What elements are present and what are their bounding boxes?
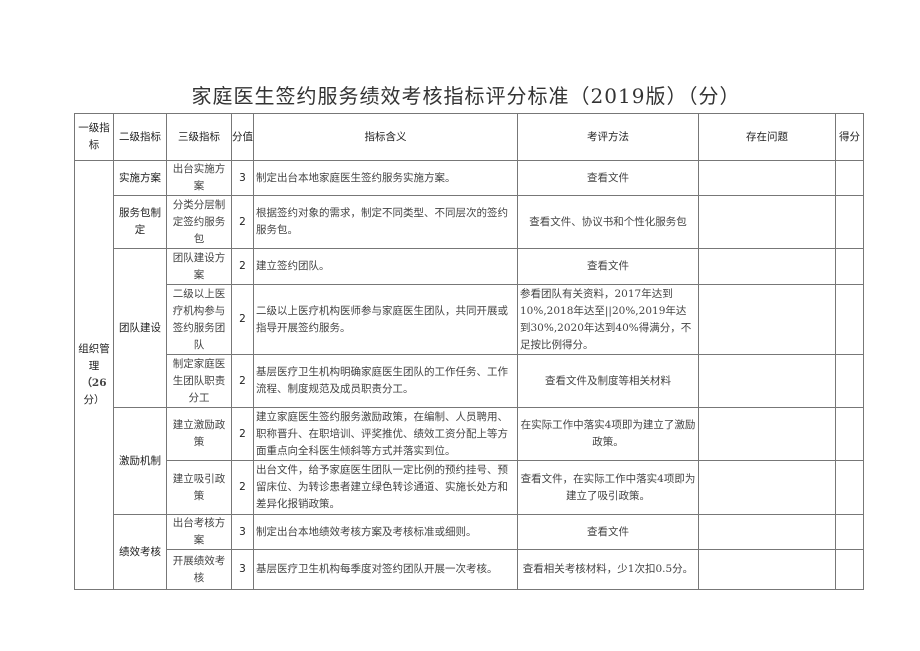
page-title: 家庭医生签约服务绩效考核指标评分标准（2019版）（分） xyxy=(191,84,741,108)
score-cell: 2 xyxy=(231,195,254,249)
points-cell[interactable] xyxy=(835,354,864,408)
level3-cell: 团队建设方案 xyxy=(166,248,232,285)
score-cell: 3 xyxy=(231,514,254,550)
meaning-cell: 基层医疗卫生机构每季度对签约团队开展一次考核。 xyxy=(253,549,518,590)
score-cell: 2 xyxy=(231,460,254,515)
level3-cell: 出台实施方案 xyxy=(166,160,232,196)
header-level3: 三级指标 xyxy=(166,113,232,161)
table-row: 组织管理 （26 分） 实施方案 出台实施方案 3 制定出台本地家庭医生签约服务实施方案。查… xyxy=(74,160,864,590)
level3-cell: 制定家庭医生团队职责分工 xyxy=(166,354,232,408)
points-cell[interactable] xyxy=(835,284,864,355)
points-cell[interactable] xyxy=(835,160,864,196)
level3-cell: 建立激励政策 xyxy=(166,407,232,461)
score-cell: 2 xyxy=(231,354,254,408)
method-cell: 在实际工作中落实4项即为建立了激励政策。 xyxy=(517,407,699,461)
table-row: 建立吸引政策 2 出台文件，给予家庭医生团队一定比例的预约挂号、预留床位、为转诊患者… xyxy=(75,460,864,515)
issues-cell[interactable] xyxy=(698,407,836,461)
points-cell[interactable] xyxy=(835,195,864,249)
issues-cell[interactable] xyxy=(698,195,836,249)
header-level2: 二级指标 xyxy=(113,113,167,161)
method-cell: 查看相关考核材料，少1次扣0.5分。 xyxy=(517,549,699,590)
issues-cell[interactable] xyxy=(698,160,836,196)
level3-cell: 二级以上医疗机构参与签约服务团队 xyxy=(166,284,232,355)
level2-cell: 激励机制 xyxy=(113,407,167,515)
level1-cell: 组织管理 （26 分） xyxy=(74,160,114,590)
meaning-cell: 二级以上医疗机构医师参与家庭医生团队，共同开展或指导开展签约服务。 xyxy=(253,284,518,355)
score-cell: 2 xyxy=(231,248,254,285)
method-cell: 查看文件，在实际工作中落实4项即为建立了吸引政策。 xyxy=(517,460,699,515)
method-cell: 参看团队有关资料，2017年达到10%,2018年达至||20%,2019年达到… xyxy=(517,284,699,355)
table-row: 团队建设 团队建设方案 2 建立签约团队。 查看文件 xyxy=(75,248,864,408)
points-cell[interactable] xyxy=(835,460,864,515)
level3-cell: 出台考核方案 xyxy=(166,514,232,550)
meaning-cell: 根据签约对象的需求，制定不同类型、不同层次的签约服务包。 xyxy=(253,195,518,249)
scoring-table: 一级指标 二级指标 三级指标 分值 指标含义 考评方法 存在问题 得分 组织管理… xyxy=(74,113,864,590)
header-score: 分值 xyxy=(231,113,254,161)
table-row: 激励机制 建立激励政策 2 建立家庭医生签约服务激励政策，在编制、人员聘用、职称晋升、… xyxy=(75,407,864,515)
method-cell: 查看文件及制度等相关材料 xyxy=(517,354,699,408)
score-cell: 3 xyxy=(231,549,254,590)
points-cell[interactable] xyxy=(835,248,864,285)
table-row: 开展绩效考核 3 基层医疗卫生机构每季度对签约团队开展一次考核。 查看相关考核材料，少… xyxy=(75,549,864,590)
table-row: 绩效考核 出台考核方案 3 制定出台本地绩效考核方案及考核标准或细则。 查看文件 xyxy=(75,514,864,590)
level3-cell: 建立吸引政策 xyxy=(166,460,232,515)
level3-cell: 分类分层制定签约服务包 xyxy=(166,195,232,249)
table-row: 二级以上医疗机构参与签约服务团队 2 二级以上医疗机构医师参与家庭医生团队，共同开展… xyxy=(75,284,864,355)
level1-label: 组织管理 xyxy=(78,343,110,372)
header-row: 一级指标 二级指标 三级指标 分值 指标含义 考评方法 存在问题 得分 xyxy=(74,113,864,161)
score-cell: 2 xyxy=(231,407,254,461)
meaning-cell: 建立签约团队。 xyxy=(253,248,518,285)
level3-cell: 开展绩效考核 xyxy=(166,549,232,590)
meaning-cell: 建立家庭医生签约服务激励政策，在编制、人员聘用、职称晋升、在职培训、评奖推优、绩… xyxy=(253,407,518,461)
header-level1: 一级指标 xyxy=(74,113,114,161)
issues-cell[interactable] xyxy=(698,549,836,590)
issues-cell[interactable] xyxy=(698,514,836,550)
score-cell: 2 xyxy=(231,284,254,355)
points-cell[interactable] xyxy=(835,514,864,550)
issues-cell[interactable] xyxy=(698,284,836,355)
issues-cell[interactable] xyxy=(698,248,836,285)
issues-cell[interactable] xyxy=(698,460,836,515)
method-cell: 查看文件 xyxy=(517,160,699,196)
header-issues: 存在问题 xyxy=(698,113,836,161)
table-row: 服务包制定 分类分层制定签约服务包 2 根据签约对象的需求，制定不同类型、不同层次的签… xyxy=(75,195,864,249)
points-cell[interactable] xyxy=(835,549,864,590)
level2-cell: 服务包制定 xyxy=(113,195,167,249)
meaning-cell: 制定出台本地绩效考核方案及考核标准或细则。 xyxy=(253,514,518,550)
level1-score: （26 xyxy=(81,377,107,389)
level2-cell: 实施方案 xyxy=(113,160,167,196)
score-cell: 3 xyxy=(231,160,254,196)
meaning-cell: 制定出台本地家庭医生签约服务实施方案。 xyxy=(253,160,518,196)
method-cell: 查看文件 xyxy=(517,514,699,550)
issues-cell[interactable] xyxy=(698,354,836,408)
meaning-cell: 出台文件，给予家庭医生团队一定比例的预约挂号、预留床位、为转诊患者建立绿色转诊通… xyxy=(253,460,518,515)
header-method: 考评方法 xyxy=(517,113,699,161)
level2-cell: 团队建设 xyxy=(113,248,167,408)
header-points: 得分 xyxy=(835,113,864,161)
header-meaning: 指标含义 xyxy=(253,113,518,161)
meaning-cell: 基层医疗卫生机构明确家庭医生团队的工作任务、工作流程、制度规范及成员职责分工。 xyxy=(253,354,518,408)
points-cell[interactable] xyxy=(835,407,864,461)
level1-score-unit: 分） xyxy=(83,394,105,406)
table-row: 制定家庭医生团队职责分工 2 基层医疗卫生机构明确家庭医生团队的工作任务、工作流程、… xyxy=(75,354,864,408)
method-cell: 查看文件、协议书和个性化服务包 xyxy=(517,195,699,249)
level2-cell: 绩效考核 xyxy=(113,514,167,590)
method-cell: 查看文件 xyxy=(517,248,699,285)
